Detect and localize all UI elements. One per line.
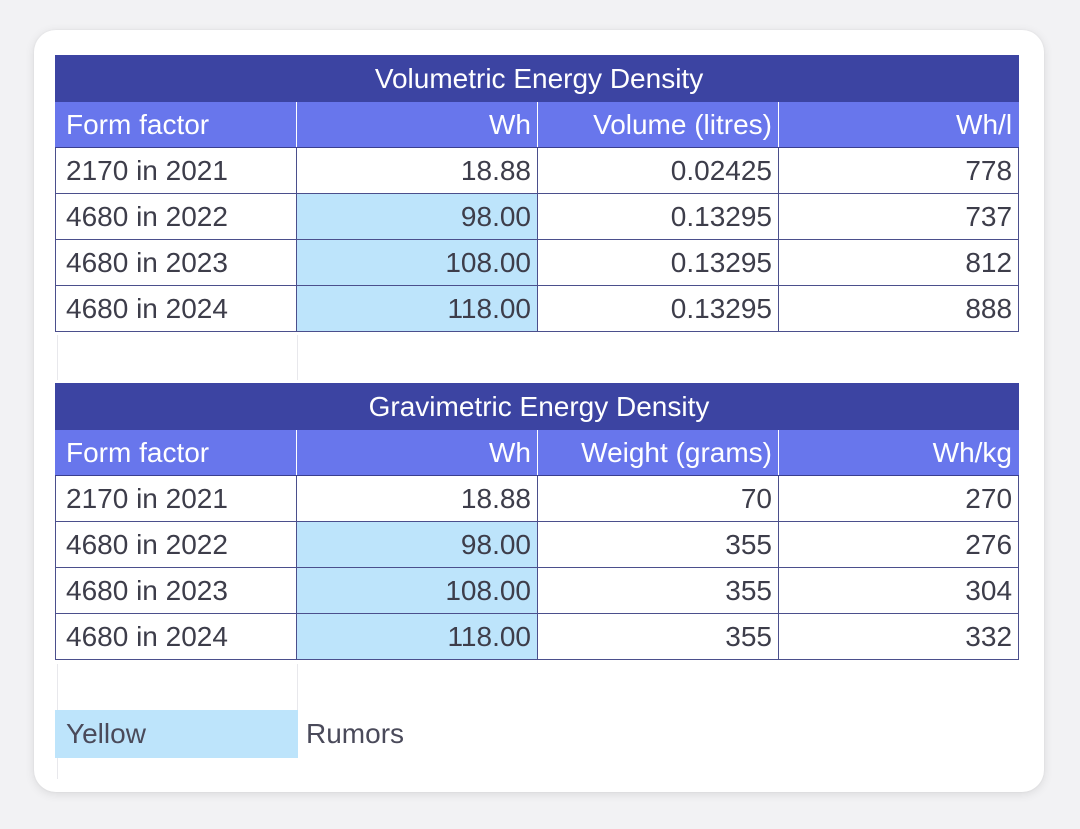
table-row: 4680 in 2022 98.00 0.13295 737 bbox=[55, 193, 1020, 240]
weight-cell[interactable]: 355 bbox=[537, 613, 779, 660]
wh-cell[interactable]: 98.00 bbox=[296, 193, 538, 240]
density-cell[interactable]: 304 bbox=[777, 567, 1020, 614]
wh-cell[interactable]: 118.00 bbox=[296, 285, 538, 332]
wh-cell[interactable]: 98.00 bbox=[296, 521, 538, 568]
column-gridline bbox=[297, 335, 298, 380]
table-row: 4680 in 2023 108.00 0.13295 812 bbox=[55, 239, 1020, 286]
wh-cell[interactable]: 108.00 bbox=[296, 567, 538, 614]
table-row: 4680 in 2023 108.00 355 304 bbox=[55, 567, 1020, 614]
form-factor-cell[interactable]: 4680 in 2022 bbox=[55, 521, 297, 568]
form-factor-cell[interactable]: 2170 in 2021 bbox=[55, 147, 297, 194]
table-title-row: Gravimetric Energy Density bbox=[54, 383, 1020, 430]
volumetric-title[interactable]: Volumetric Energy Density bbox=[54, 55, 1020, 102]
weight-cell[interactable]: 355 bbox=[537, 567, 779, 614]
form-factor-cell[interactable]: 4680 in 2023 bbox=[55, 239, 297, 286]
form-factor-cell[interactable]: 4680 in 2023 bbox=[55, 567, 297, 614]
column-gridline bbox=[57, 335, 58, 380]
wh-cell[interactable]: 118.00 bbox=[296, 613, 538, 660]
density-cell[interactable]: 270 bbox=[777, 475, 1020, 522]
density-cell[interactable]: 737 bbox=[777, 193, 1020, 240]
table-row: 2170 in 2021 18.88 0.02425 778 bbox=[55, 147, 1020, 194]
density-cell[interactable]: 778 bbox=[777, 147, 1020, 194]
wh-cell[interactable]: 108.00 bbox=[296, 239, 538, 286]
table-row: 2170 in 2021 18.88 70 270 bbox=[55, 475, 1020, 522]
weight-cell[interactable]: 70 bbox=[537, 475, 779, 522]
header-wh-per-kg[interactable]: Wh/kg bbox=[777, 429, 1020, 476]
header-volume[interactable]: Volume (litres) bbox=[537, 101, 779, 148]
header-row: Form factor Wh Weight (grams) Wh/kg bbox=[55, 429, 1020, 476]
weight-cell[interactable]: 355 bbox=[537, 521, 779, 568]
volume-cell[interactable]: 0.13295 bbox=[537, 285, 779, 332]
gravimetric-title[interactable]: Gravimetric Energy Density bbox=[54, 383, 1020, 430]
table-row: 4680 in 2024 118.00 0.13295 888 bbox=[55, 285, 1020, 332]
header-wh-per-litre[interactable]: Wh/l bbox=[777, 101, 1020, 148]
legend-swatch-cell[interactable]: Yellow bbox=[55, 710, 298, 758]
table-row: 4680 in 2022 98.00 355 276 bbox=[55, 521, 1020, 568]
form-factor-cell[interactable]: 4680 in 2024 bbox=[55, 285, 297, 332]
table-title-row: Volumetric Energy Density bbox=[54, 55, 1020, 102]
volume-cell[interactable]: 0.02425 bbox=[537, 147, 779, 194]
volumetric-table: Volumetric Energy Density Form factor Wh… bbox=[54, 55, 1020, 332]
volume-cell[interactable]: 0.13295 bbox=[537, 193, 779, 240]
wh-cell[interactable]: 18.88 bbox=[296, 475, 538, 522]
header-wh[interactable]: Wh bbox=[296, 429, 538, 476]
legend-label-cell[interactable]: Rumors bbox=[306, 718, 405, 749]
gravimetric-table: Gravimetric Energy Density Form factor W… bbox=[54, 383, 1020, 660]
density-cell[interactable]: 812 bbox=[777, 239, 1020, 286]
wh-cell[interactable]: 18.88 bbox=[296, 147, 538, 194]
header-form-factor[interactable]: Form factor bbox=[55, 101, 297, 148]
table-row: 4680 in 2024 118.00 355 332 bbox=[55, 613, 1020, 660]
header-form-factor[interactable]: Form factor bbox=[55, 429, 297, 476]
density-cell[interactable]: 276 bbox=[777, 521, 1020, 568]
density-cell[interactable]: 888 bbox=[777, 285, 1020, 332]
header-wh[interactable]: Wh bbox=[296, 101, 538, 148]
form-factor-cell[interactable]: 2170 in 2021 bbox=[55, 475, 297, 522]
column-gridline bbox=[297, 664, 298, 710]
form-factor-cell[interactable]: 4680 in 2024 bbox=[55, 613, 297, 660]
density-cell[interactable]: 332 bbox=[777, 613, 1020, 660]
header-row: Form factor Wh Volume (litres) Wh/l bbox=[55, 101, 1020, 148]
form-factor-cell[interactable]: 4680 in 2022 bbox=[55, 193, 297, 240]
header-weight[interactable]: Weight (grams) bbox=[537, 429, 779, 476]
volume-cell[interactable]: 0.13295 bbox=[537, 239, 779, 286]
